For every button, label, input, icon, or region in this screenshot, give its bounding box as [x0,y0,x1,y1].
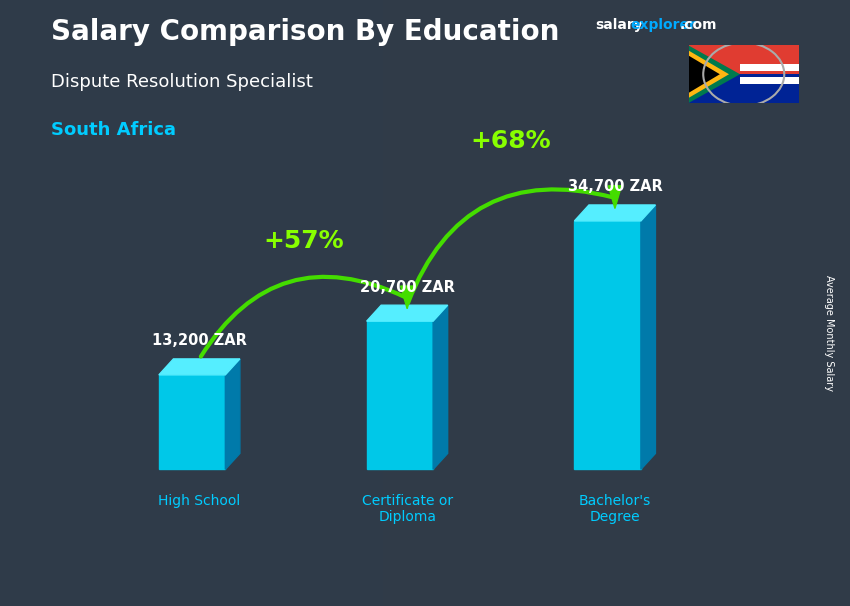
Text: 20,700 ZAR: 20,700 ZAR [360,279,455,295]
Bar [688,75,799,103]
Polygon shape [688,45,740,103]
Polygon shape [609,186,621,208]
Text: Salary Comparison By Education: Salary Comparison By Education [51,18,559,46]
Text: 34,700 ZAR: 34,700 ZAR [568,179,662,195]
Polygon shape [400,286,414,308]
Polygon shape [366,305,448,321]
Bar [688,45,799,75]
Text: .com: .com [680,18,717,32]
Text: +57%: +57% [263,229,343,253]
Text: Certificate or
Diploma: Certificate or Diploma [361,494,453,524]
Text: Dispute Resolution Specialist: Dispute Resolution Specialist [51,73,313,91]
Text: salary: salary [595,18,643,32]
Bar [0,0,382,606]
Polygon shape [159,375,225,470]
Polygon shape [641,205,655,470]
Polygon shape [434,305,448,470]
Bar [740,64,799,72]
Polygon shape [688,50,729,98]
Text: Bachelor's
Degree: Bachelor's Degree [579,494,651,524]
Polygon shape [575,205,655,221]
Text: +68%: +68% [471,129,552,153]
Text: High School: High School [158,494,241,508]
Bar [382,0,850,606]
Bar [740,77,799,84]
Polygon shape [688,56,720,93]
Text: 13,200 ZAR: 13,200 ZAR [152,333,246,348]
Polygon shape [159,359,240,375]
Polygon shape [225,359,240,470]
Polygon shape [575,221,641,470]
Text: Average Monthly Salary: Average Monthly Salary [824,275,834,391]
Text: explorer: explorer [631,18,697,32]
Polygon shape [366,321,434,470]
Text: South Africa: South Africa [51,121,176,139]
